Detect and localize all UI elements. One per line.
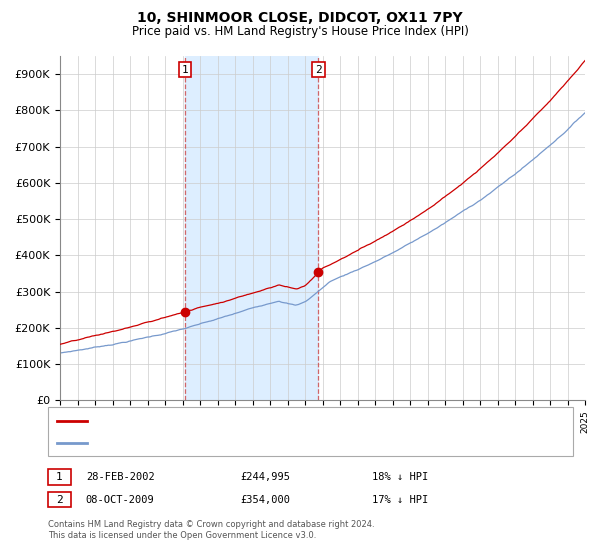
Text: HPI: Average price, detached house, South Oxfordshire: HPI: Average price, detached house, Sout… [94, 437, 363, 447]
Text: 08-OCT-2009: 08-OCT-2009 [86, 494, 155, 505]
Text: 10, SHINMOOR CLOSE, DIDCOT, OX11 7PY: 10, SHINMOOR CLOSE, DIDCOT, OX11 7PY [137, 11, 463, 25]
Bar [185, 56, 319, 400]
Text: £354,000: £354,000 [240, 494, 290, 505]
Text: 17% ↓ HPI: 17% ↓ HPI [372, 494, 428, 505]
Text: Contains HM Land Registry data © Crown copyright and database right 2024.: Contains HM Land Registry data © Crown c… [48, 520, 374, 529]
Text: 28-FEB-2002: 28-FEB-2002 [86, 472, 155, 482]
Text: Price paid vs. HM Land Registry's House Price Index (HPI): Price paid vs. HM Land Registry's House … [131, 25, 469, 38]
Text: 1: 1 [182, 64, 188, 74]
Text: 10, SHINMOOR CLOSE, DIDCOT, OX11 7PY (detached house): 10, SHINMOOR CLOSE, DIDCOT, OX11 7PY (de… [94, 416, 389, 426]
Text: 18% ↓ HPI: 18% ↓ HPI [372, 472, 428, 482]
Text: £244,995: £244,995 [240, 472, 290, 482]
Text: 2: 2 [56, 494, 63, 505]
Text: 2: 2 [315, 64, 322, 74]
Text: 1: 1 [56, 472, 63, 482]
Text: This data is licensed under the Open Government Licence v3.0.: This data is licensed under the Open Gov… [48, 531, 316, 540]
